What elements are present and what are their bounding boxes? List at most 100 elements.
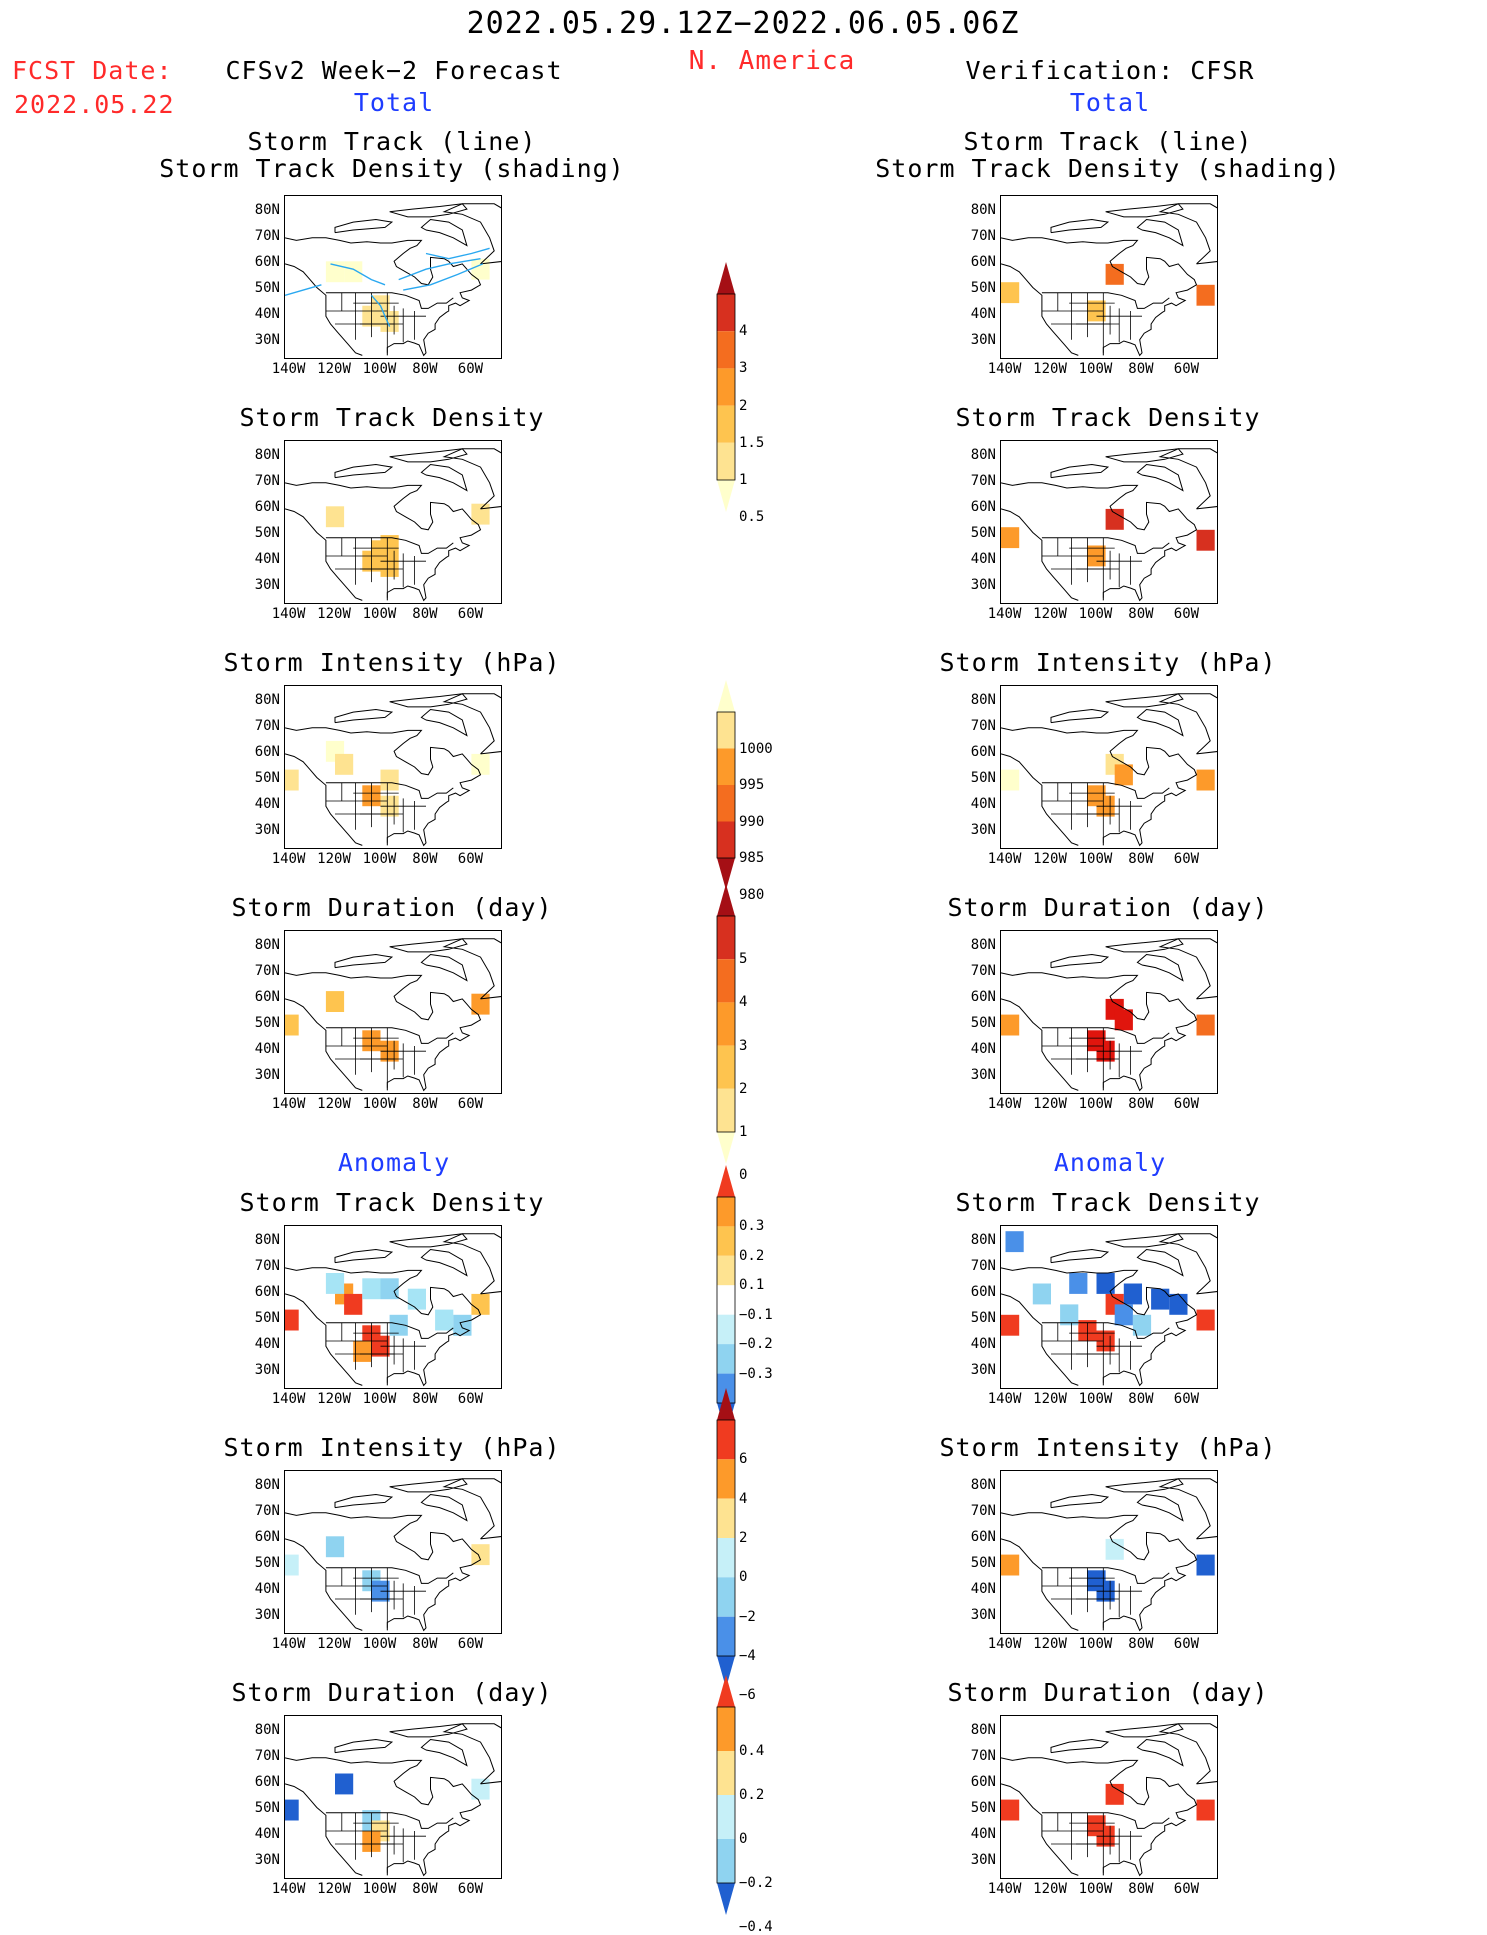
island-outline	[1050, 463, 1110, 479]
panel-title: Storm Track (line)	[963, 127, 1253, 156]
lat-tick-label: 70N	[254, 472, 280, 489]
island-outline	[442, 1478, 501, 1540]
lat-tick-label: 80N	[254, 936, 280, 953]
region-title: N. America	[688, 46, 856, 76]
lon-tick-label: 60W	[1173, 1391, 1200, 1407]
lat-tick-label: 80N	[970, 1231, 996, 1248]
lat-tick-label: 30N	[970, 1607, 996, 1624]
colorbar-swatch	[717, 262, 735, 294]
island-outline	[1136, 218, 1184, 247]
shaded-cell	[325, 1273, 345, 1294]
colorbar-label: 3	[739, 360, 748, 377]
colorbar-swatch	[717, 680, 735, 712]
colorbar-swatch	[717, 1420, 735, 1460]
colorbar-outline	[716, 1706, 736, 1884]
coastline-west	[1001, 508, 1079, 601]
colorbar-label: 2	[739, 397, 748, 414]
shaded-cell	[1196, 769, 1215, 791]
island-outline	[1105, 1478, 1184, 1493]
colorbar-swatch	[717, 1344, 735, 1374]
coastline-west	[285, 1783, 363, 1876]
storm-track-line	[398, 258, 481, 281]
lat-tick-label: 70N	[970, 962, 996, 979]
island-outline	[334, 463, 394, 479]
lat-tick-label: 60N	[970, 1528, 996, 1545]
lon-tick-label: 100W	[1078, 1636, 1113, 1652]
lon-tick-label: 80W	[1128, 1636, 1154, 1652]
lat-tick-label: 80N	[970, 1476, 996, 1493]
shaded-cell	[353, 1341, 372, 1362]
shaded-cell	[1105, 1783, 1124, 1805]
colorbar-label: 1	[739, 1124, 748, 1140]
colorbar-swatch	[717, 1795, 735, 1839]
island-outline	[1050, 1493, 1110, 1509]
lon-tick-label: 120W	[317, 1096, 351, 1112]
lon-tick-label: 60W	[1173, 1636, 1200, 1652]
shaded-cell	[1151, 1288, 1170, 1310]
lon-tick-label: 80W	[412, 606, 438, 622]
colorbar-label: 4	[739, 1490, 748, 1507]
panel-title: Storm Intensity (hPa)	[223, 1433, 561, 1462]
colorbar-swatch	[717, 1459, 735, 1499]
lon-tick-label: 120W	[1033, 1881, 1067, 1897]
lon-tick-label: 80W	[1128, 851, 1154, 867]
lat-tick-label: 50N	[254, 1310, 280, 1327]
lat-tick-label: 60N	[254, 498, 280, 515]
shaded-cell	[435, 1309, 454, 1331]
shaded-cell	[1069, 1273, 1088, 1294]
verification-map	[1000, 1225, 1218, 1389]
shaded-cell	[285, 1554, 299, 1576]
us-canada-border	[1041, 292, 1170, 309]
lon-tick-label: 120W	[317, 361, 351, 377]
island-outline	[1105, 203, 1184, 218]
lon-tick-label: 140W	[987, 1881, 1022, 1897]
shaded-cell	[1032, 1283, 1051, 1305]
lon-tick-label: 120W	[1033, 361, 1067, 377]
shaded-cell	[1196, 1799, 1215, 1821]
lat-tick-label: 40N	[970, 551, 996, 568]
storm-track-line	[285, 284, 322, 296]
coastline-west	[285, 1293, 363, 1386]
us-canada-border	[1041, 1027, 1170, 1044]
lat-tick-label: 80N	[970, 691, 996, 708]
colorbar-anom_intensity	[716, 1388, 736, 1688]
coastline-east	[285, 972, 482, 1092]
map-canvas	[1001, 203, 1217, 357]
lon-tick-label: 120W	[317, 1881, 351, 1897]
shaded-cell	[1196, 1309, 1215, 1331]
coastline-west	[1001, 263, 1079, 356]
shaded-cell	[1114, 1009, 1133, 1031]
shaded-cell	[344, 261, 363, 283]
shaded-cell	[471, 753, 490, 775]
coastline-east	[285, 1267, 482, 1387]
map-canvas	[285, 693, 501, 847]
colorbar-duration	[716, 884, 736, 1164]
panel-title: Storm Intensity (hPa)	[939, 1433, 1277, 1462]
colorbar-swatch	[717, 1197, 735, 1227]
lat-tick-label: 70N	[254, 962, 280, 979]
lon-tick-label: 100W	[1078, 851, 1113, 867]
coastline-east	[285, 1757, 482, 1877]
shaded-cell	[1114, 764, 1133, 786]
us-canada-border	[1041, 1322, 1170, 1339]
colorbar-swatch	[717, 442, 735, 480]
panel-title: Storm Duration (day)	[231, 893, 553, 922]
lat-tick-label: 60N	[254, 743, 280, 760]
island-outline	[1158, 938, 1217, 1000]
verification-map	[1000, 195, 1218, 359]
colorbar-swatch	[717, 1314, 735, 1345]
lat-tick-label: 70N	[970, 472, 996, 489]
shaded-cell	[1001, 1799, 1020, 1821]
lat-tick-label: 70N	[254, 1257, 280, 1274]
lon-tick-label: 140W	[271, 1881, 306, 1897]
shaded-cell	[380, 556, 399, 577]
lon-tick-label: 60W	[1173, 1881, 1200, 1897]
colorbar-swatch	[717, 1088, 735, 1132]
colorbar-swatch	[717, 748, 735, 785]
panel-title: Storm Intensity (hPa)	[939, 648, 1277, 677]
colorbar-swatch	[717, 1002, 735, 1046]
panel-title: Storm Track (line)	[247, 127, 537, 156]
colorbar-label: 980	[739, 886, 765, 903]
coastline-east	[1001, 1512, 1198, 1632]
map-canvas	[285, 938, 501, 1092]
